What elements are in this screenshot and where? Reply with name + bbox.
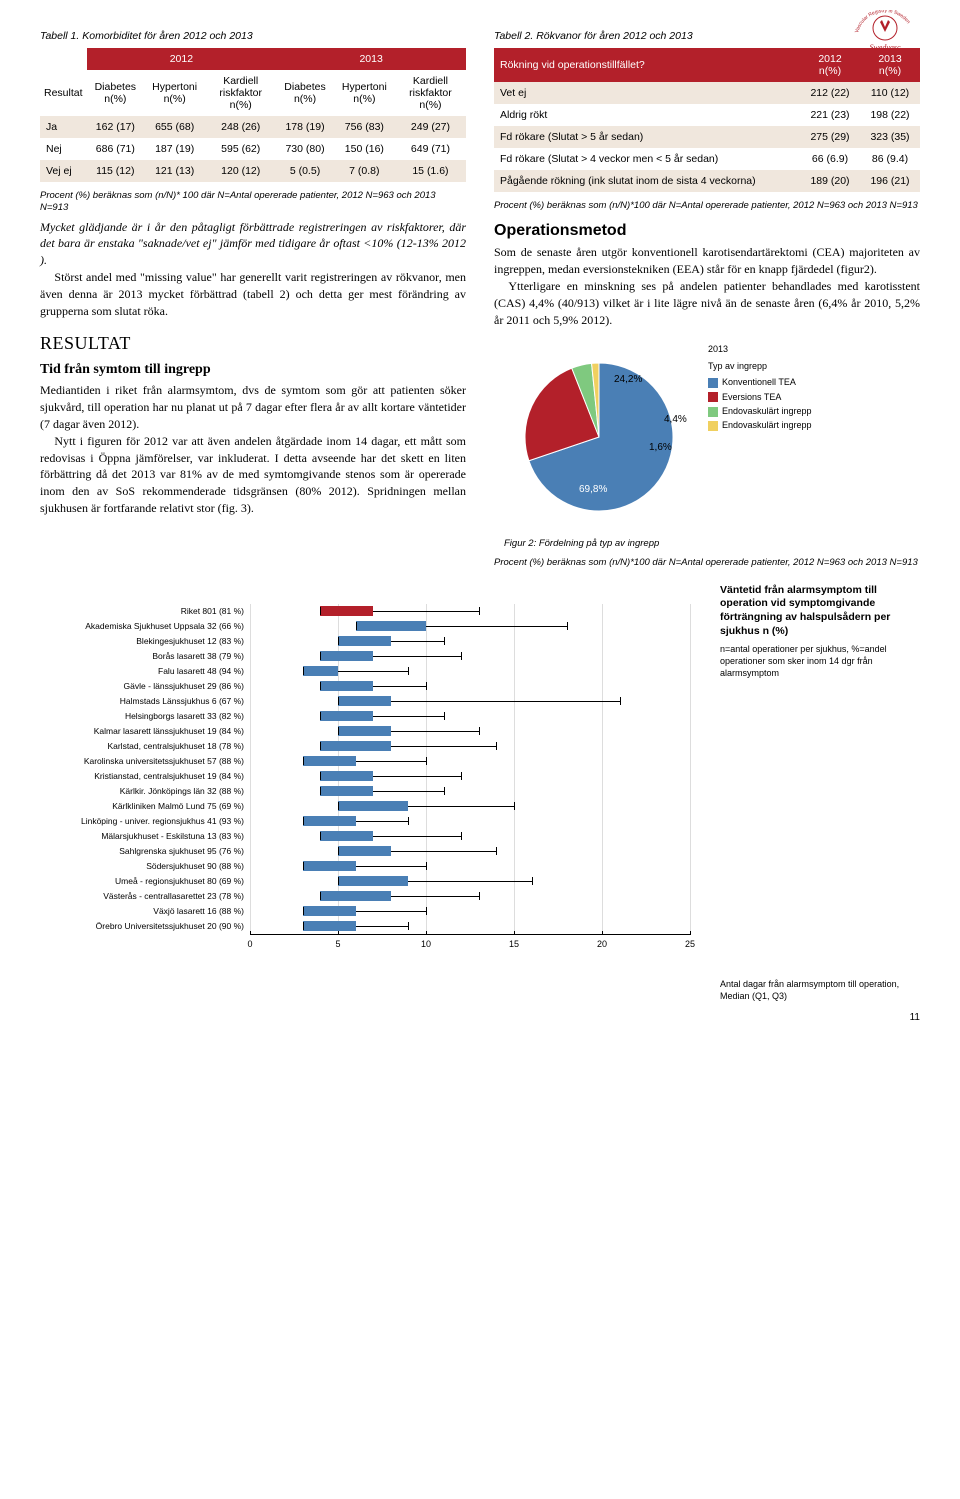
left-p4: Nytt i figuren för 2012 var att även and… (40, 433, 466, 517)
tid-heading: Tid från symtom till ingrepp (40, 362, 466, 378)
hbar-side-title: Väntetid från alarmsymptom till operatio… (720, 584, 920, 639)
opmetod-heading: Operationsmetod (494, 222, 920, 240)
svg-text:4,4%: 4,4% (664, 414, 687, 425)
table2-footnote: Procent (%) beräknas som (n/N)*100 där N… (494, 200, 920, 212)
svg-text:24,2%: 24,2% (614, 374, 642, 385)
svg-text:1,6%: 1,6% (649, 442, 672, 453)
right-p2: Ytterligare en minskning ses på andelen … (494, 278, 920, 328)
left-p3: Mediantiden i riket från alarmsymtom, dv… (40, 382, 466, 432)
resultat-heading: Resultat (40, 333, 466, 354)
pie-footnote: Procent (%) beräknas som (n/N)*100 där N… (494, 557, 920, 569)
pie-chart: 69,8%24,2%4,4%1,6% 2013 Typ av ingrepp K… (504, 342, 920, 532)
hbar-xlabel: Antal dagar från alarmsymptom till opera… (720, 979, 920, 1002)
svg-text:69,8%: 69,8% (579, 484, 607, 495)
page-number: 11 (910, 1012, 920, 1023)
table1-footnote: Procent (%) beräknas som (n/N)* 100 där … (40, 190, 466, 215)
left-p1: Mycket glädjande är i år den påtagligt f… (40, 219, 466, 269)
hbar-chart: Riket 801 (81 %)Akademiska Sjukhuset Upp… (40, 604, 700, 956)
table1-caption: Tabell 1. Komorbiditet för åren 2012 och… (40, 30, 466, 42)
swedvasc-logo: Vascular Registry in Sweden Swedvasc (850, 10, 920, 64)
pie-caption: Figur 2: Fördelning på typ av ingrepp (504, 538, 920, 549)
table1: 2012 2013 ResultatDiabetes n(%)Hypertoni… (40, 48, 466, 182)
table2: Rökning vid operationstillfället?2012 n(… (494, 48, 920, 192)
hbar-side-sub: n=antal operationer per sjukhus, %=andel… (720, 644, 920, 679)
svg-text:Swedvasc: Swedvasc (869, 43, 901, 52)
left-p2: Störst andel med "missing value" har gen… (40, 269, 466, 319)
right-p1: Som de senaste åren utgör konventionell … (494, 244, 920, 278)
